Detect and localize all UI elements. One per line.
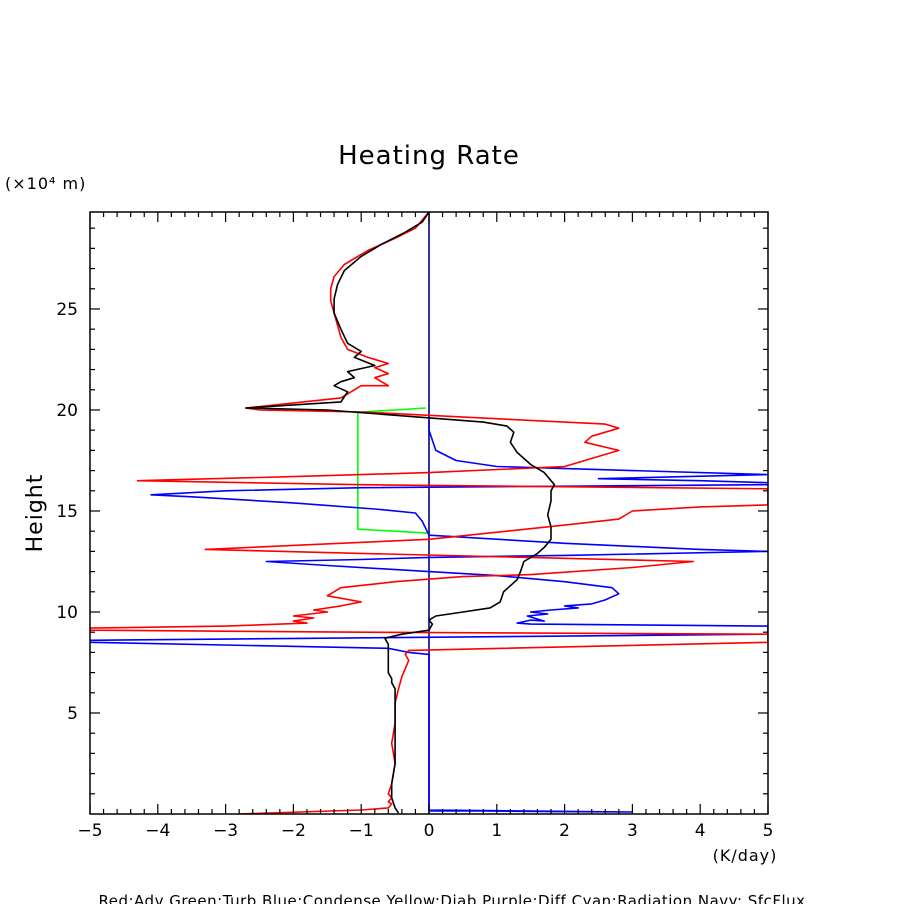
chart-title: Heating Rate bbox=[338, 141, 520, 171]
series-black-line bbox=[245, 212, 556, 814]
y-tick-label: 5 bbox=[67, 704, 78, 724]
x-tick-label: 5 bbox=[763, 821, 774, 841]
plot-frame bbox=[89, 211, 769, 815]
y-tick-label: 20 bbox=[56, 401, 78, 421]
series-blue-line bbox=[90, 420, 768, 813]
x-tick-label: −1 bbox=[349, 821, 374, 841]
x-axis-label: (K/day) bbox=[713, 846, 778, 865]
y-axis-label: Height bbox=[23, 474, 48, 553]
series-red-line bbox=[90, 212, 768, 814]
series-green-line bbox=[357, 407, 430, 534]
x-tick-label: −3 bbox=[213, 821, 238, 841]
tick-layer: −5 −4 −3 −2 −1 0 1 2 3 4 5 5 10 15 20 25 bbox=[56, 212, 773, 841]
y-tick-label: 15 bbox=[56, 502, 78, 522]
x-tick-label: 2 bbox=[559, 821, 570, 841]
x-tick-label: −2 bbox=[281, 821, 306, 841]
x-tick-label: 4 bbox=[695, 821, 706, 841]
x-tick-label: −4 bbox=[145, 821, 170, 841]
x-tick-label: 1 bbox=[491, 821, 502, 841]
x-tick-label: 0 bbox=[424, 821, 435, 841]
x-tick-label: −5 bbox=[77, 821, 102, 841]
series-layer bbox=[90, 212, 768, 814]
legend-text: Red:Adv Green:Turb Blue:Condense Yellow:… bbox=[99, 892, 806, 904]
x-tick-label: 3 bbox=[627, 821, 638, 841]
y-axis-unit: (×10⁴ m) bbox=[5, 174, 86, 193]
y-tick-label: 10 bbox=[56, 603, 78, 623]
y-tick-label: 25 bbox=[56, 300, 78, 320]
